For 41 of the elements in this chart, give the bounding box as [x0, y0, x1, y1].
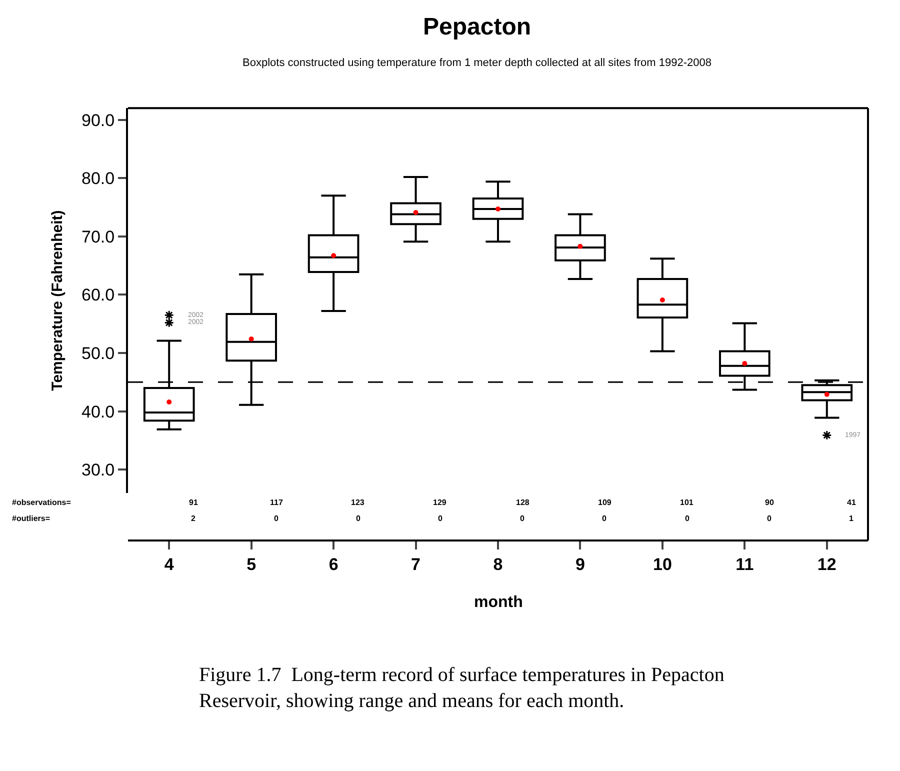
y-tick-label: 40.0	[82, 402, 115, 422]
x-tick-label: 6	[328, 554, 338, 574]
text: 101	[680, 498, 694, 507]
text: #observations=	[12, 498, 72, 507]
text: 0	[274, 514, 279, 523]
text: 0	[602, 514, 607, 523]
y-axis-title: Temperature (Fahrenheit)	[49, 210, 66, 391]
text: 109	[598, 498, 612, 507]
x-tick-label: 8	[493, 554, 503, 574]
chart-title: Pepacton	[422, 14, 532, 41]
text: 0	[685, 514, 690, 523]
caption: Figure 1.7 Long-term record of surface temperatures in Pepacton Reservoir, showing range and means for each month.	[199, 664, 724, 712]
text: 0	[438, 514, 443, 523]
y-tick-label: 90.0	[82, 110, 115, 130]
text: 41	[847, 498, 856, 507]
text: 2	[191, 514, 196, 523]
text: 1	[849, 514, 854, 523]
x-tick-label: 11	[736, 554, 754, 574]
text: 90	[765, 498, 774, 507]
text: 129	[433, 498, 447, 507]
x-tick-label: 9	[575, 554, 585, 574]
text: 117	[270, 498, 284, 507]
x-axis-title: month	[474, 594, 523, 611]
text: 128	[516, 498, 530, 507]
x-tick-label: 7	[411, 554, 421, 574]
y-tick-label: 80.0	[82, 169, 115, 188]
x-tick-label: 5	[246, 554, 256, 574]
y-tick-label: 30.0	[82, 460, 115, 480]
y-tick-label: 50.0	[82, 344, 115, 363]
chart-subtitle: Boxplots constructed using temperature from 1 meter depth collected at all sites from 1992-2008	[242, 56, 712, 69]
y-tick-label: 70.0	[82, 227, 115, 246]
text: #outliers=	[12, 514, 50, 523]
text: 0	[520, 514, 525, 523]
x-tick-label: 12	[817, 554, 836, 574]
text: 91	[189, 498, 198, 507]
text: 123	[351, 498, 365, 507]
x-tick-label: 4	[164, 554, 174, 574]
text: 0	[767, 514, 772, 523]
x-tick-label: 10	[652, 554, 672, 574]
text: 0	[356, 514, 361, 523]
y-tick-label: 60.0	[82, 286, 115, 305]
